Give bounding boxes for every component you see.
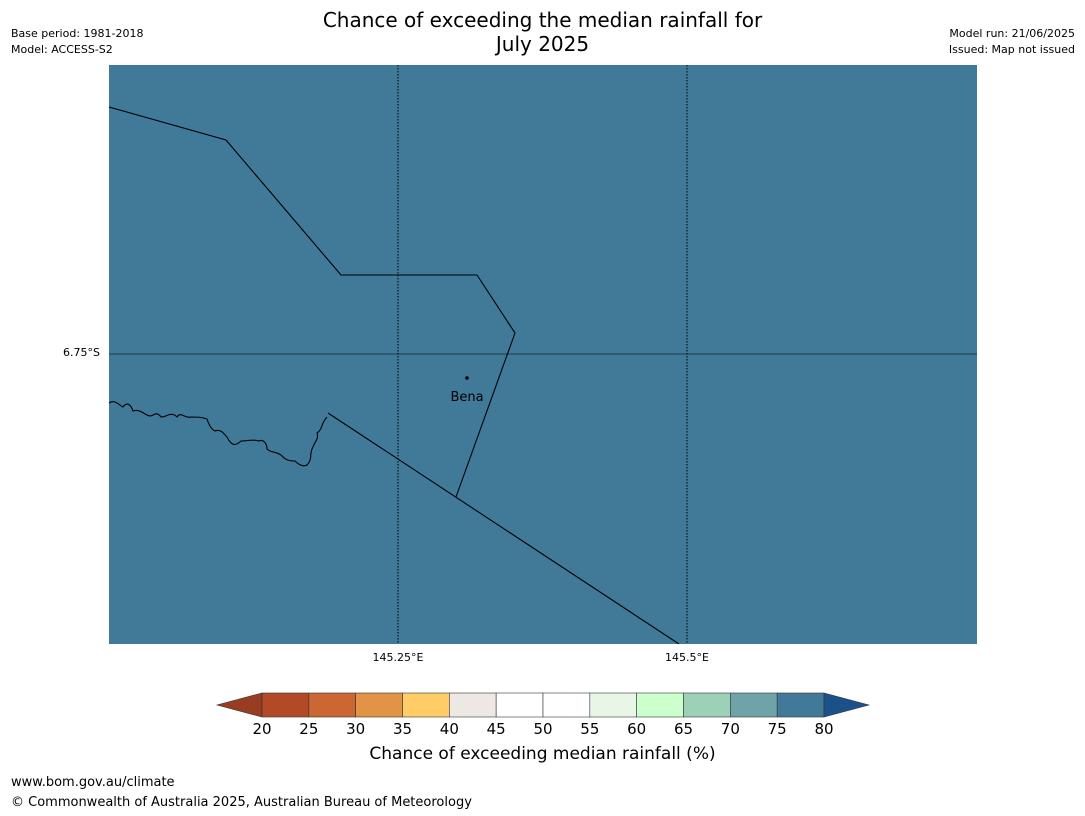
longitude-label-145-5: 145.5°E: [665, 651, 709, 664]
footer-copyright: © Commonwealth of Australia 2025, Austra…: [11, 795, 472, 810]
colorbar-tick-label: 50: [533, 720, 553, 738]
colorbar-bin-35-40: [402, 692, 450, 718]
province-boundary-north: [109, 106, 516, 498]
colorbar-bins: [261, 692, 825, 718]
colorbar-tick-label: 60: [627, 720, 647, 738]
colorbar-tick-label: 25: [299, 720, 319, 738]
province-boundary-south: [327, 412, 680, 644]
map-title-line1: Chance of exceeding the median rainfall …: [322, 8, 763, 32]
colorbar-tick-label: 75: [767, 720, 787, 738]
colorbar-bin-55-60: [589, 692, 637, 718]
colorbar-tick-label: 45: [486, 720, 506, 738]
latitude-label: 6.75°S: [63, 346, 100, 359]
footer-url: www.bom.gov.au/climate: [11, 775, 175, 790]
colorbar-tick-label: 30: [346, 720, 366, 738]
river-line: [109, 401, 328, 467]
map-title: Chance of exceeding the median rainfall …: [0, 8, 1085, 56]
colorbar-bin-20-25: [261, 692, 310, 718]
colorbar-bin-60-65: [636, 692, 684, 718]
issued-text: Issued: Map not issued: [948, 43, 1075, 56]
place-marker-bena: [465, 376, 469, 380]
colorbar-bin-70-75: [730, 692, 778, 718]
colorbar-bin-50-55: [542, 692, 591, 718]
colorbar-tick-label: 80: [814, 720, 834, 738]
colorbar-bin-40-45: [449, 692, 497, 718]
map-title-line2: July 2025: [495, 32, 590, 56]
forecast-map: Bena: [109, 65, 977, 644]
metadata-right: Model run: 21/06/2025 Issued: Map not is…: [949, 26, 1075, 58]
colorbar-tick-label: 55: [580, 720, 600, 738]
longitude-label-145-25: 145.25°E: [372, 651, 424, 664]
map-fill-area: [109, 65, 977, 644]
metadata-left: Base period: 1981-2018 Model: ACCESS-S2: [11, 26, 143, 58]
colorbar-bin-65-70: [683, 692, 731, 718]
colorbar-bin-75-80: [776, 692, 825, 718]
colorbar-bin-45-50: [495, 692, 544, 718]
model-text: Model: ACCESS-S2: [11, 43, 113, 56]
colorbar-under-arrow: [215, 692, 263, 718]
colorbar-tick-label: 40: [439, 720, 459, 738]
colorbar-over-arrow: [823, 692, 871, 718]
place-label-bena: Bena: [450, 390, 483, 405]
colorbar-tick-label: 20: [252, 720, 272, 738]
colorbar-tick-label: 70: [720, 720, 740, 738]
colorbar-tick-label: 65: [673, 720, 694, 738]
model-run-text: Model run: 21/06/2025: [949, 27, 1075, 40]
colorbar: [215, 692, 871, 718]
colorbar-bin-30-35: [355, 692, 403, 718]
colorbar-label: Chance of exceeding median rainfall (%): [369, 744, 716, 764]
colorbar-tick-label: 35: [392, 720, 413, 738]
base-period-text: Base period: 1981-2018: [11, 27, 144, 40]
colorbar-bin-25-30: [308, 692, 356, 718]
